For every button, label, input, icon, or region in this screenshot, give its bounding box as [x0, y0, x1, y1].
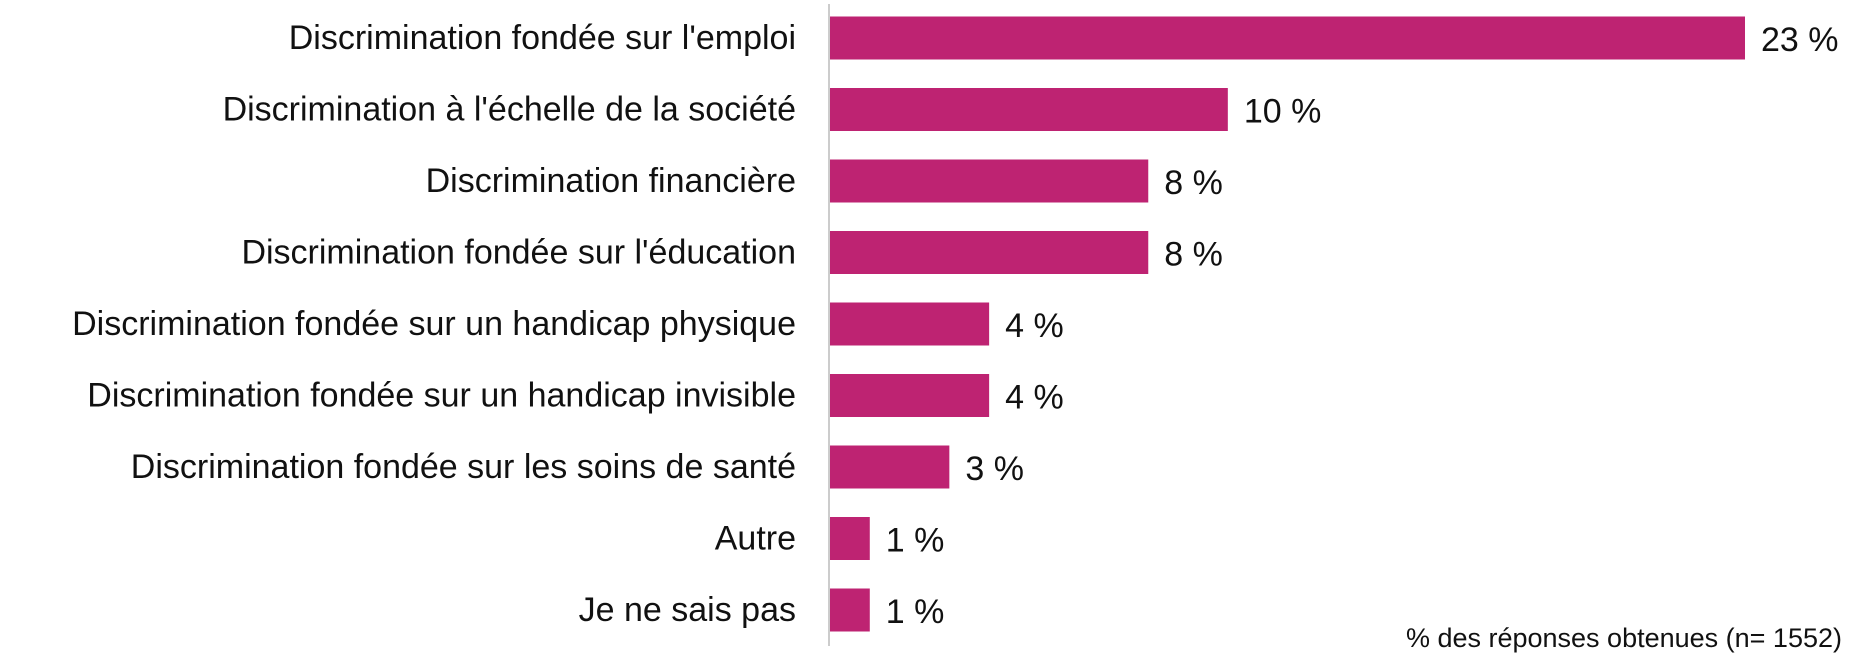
value-label-4: 4 %	[1005, 307, 1064, 345]
value-labels-group: 23 % 10 % 8 % 8 % 4 % 4 % 3 % 1 % 1 %	[886, 21, 1839, 631]
bar-4	[830, 302, 990, 346]
category-label-1: Discrimination à l'échelle de la société	[223, 91, 796, 129]
bar-8	[830, 588, 870, 632]
category-labels-group: Discrimination fondée sur l'emploi Discri…	[72, 19, 796, 629]
value-label-7: 1 %	[886, 522, 945, 560]
bars-group	[830, 16, 1745, 632]
value-label-8: 1 %	[886, 593, 945, 631]
value-label-0: 23 %	[1761, 21, 1839, 59]
value-label-3: 8 %	[1164, 236, 1223, 274]
bar-0	[830, 16, 1745, 60]
category-label-5: Discrimination fondée sur un handicap in…	[87, 377, 796, 415]
sample-size-note: % des réponses obtenues (n= 1552)	[1406, 623, 1842, 653]
category-label-8: Je ne sais pas	[579, 591, 796, 629]
value-label-1: 10 %	[1244, 93, 1322, 131]
bar-2	[830, 159, 1149, 203]
value-label-6: 3 %	[965, 450, 1024, 488]
bar-3	[830, 231, 1149, 274]
category-label-2: Discrimination financière	[426, 162, 796, 200]
category-label-0: Discrimination fondée sur l'emploi	[289, 19, 796, 57]
value-label-2: 8 %	[1164, 164, 1223, 202]
bar-6	[830, 445, 950, 489]
value-label-5: 4 %	[1005, 379, 1064, 417]
category-label-3: Discrimination fondée sur l'éducation	[241, 234, 796, 272]
category-label-6: Discrimination fondée sur les soins de s…	[131, 448, 796, 486]
bar-1	[830, 88, 1228, 131]
category-label-7: Autre	[715, 520, 796, 558]
bar-5	[830, 374, 990, 417]
category-label-4: Discrimination fondée sur un handicap ph…	[72, 305, 796, 343]
bar-7	[830, 517, 870, 560]
